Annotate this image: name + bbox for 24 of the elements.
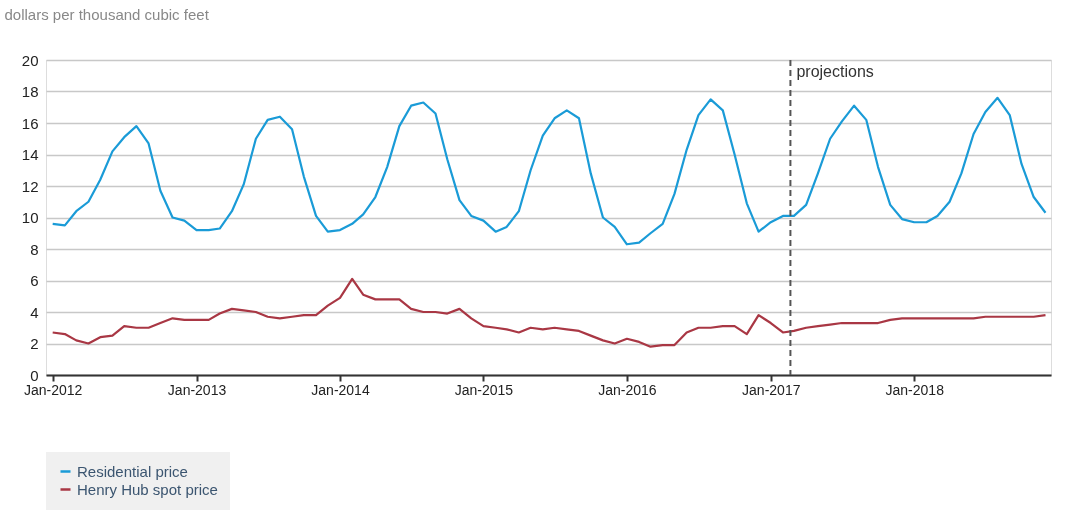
y-tick-label: 18 xyxy=(21,83,39,100)
y-tick-label: 8 xyxy=(30,240,39,258)
line-series xyxy=(51,277,1047,348)
y-tick-label: 6 xyxy=(30,272,39,289)
y-tick-label: 16 xyxy=(21,114,39,132)
legend-label: Henry Hub spot price xyxy=(77,480,218,498)
x-tick-label: Jan-2014 xyxy=(311,381,370,398)
x-tick-label: Jan-2017 xyxy=(742,381,801,398)
x-tick-label: Jan-2015 xyxy=(454,381,514,398)
x-tick-label: Jan-2013 xyxy=(167,381,227,398)
y-tick-label: 10 xyxy=(21,209,39,226)
y-axis-title: dollars per thousand cubic feet xyxy=(4,5,210,23)
x-tick-label: Jan-2018 xyxy=(885,381,945,398)
y-tick-label: 2 xyxy=(30,335,39,352)
ref-line-label: projections xyxy=(796,63,874,80)
y-tick-label: 4 xyxy=(30,303,39,321)
y-tick-label: 14 xyxy=(21,146,39,163)
x-tick-label: Jan-2016 xyxy=(598,381,657,398)
legend-label: Residential price xyxy=(77,462,188,480)
x-tick-label: Jan-2012 xyxy=(23,381,83,398)
line-series xyxy=(51,96,1047,246)
y-tick-label: 12 xyxy=(21,177,39,195)
y-tick-label: 0 xyxy=(30,366,39,384)
y-tick-label: 20 xyxy=(21,51,39,69)
